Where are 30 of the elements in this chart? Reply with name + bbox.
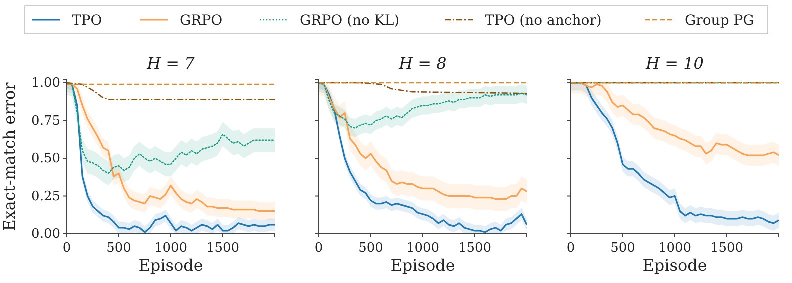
legend-label: GRPO (no KL): [300, 13, 400, 29]
x-tick-label: 1000: [658, 241, 692, 256]
x-tick-label: 500: [106, 241, 132, 256]
legend-label: TPO (no anchor): [485, 13, 602, 29]
y-tick-label: 1.00: [32, 76, 60, 92]
chart-title: H = 10: [645, 54, 704, 73]
x-tick-label: 1500: [458, 241, 492, 256]
chart-title: H = 8: [398, 54, 447, 73]
x-tick-label: 0: [62, 241, 72, 256]
legend-label: TPO: [72, 13, 102, 29]
x-tick-label: 0: [566, 241, 576, 256]
x-tick-label: 500: [610, 241, 636, 256]
x-axis-title: Episode: [390, 256, 456, 275]
x-tick-label: 1500: [206, 241, 240, 256]
y-tick-label: 0.25: [32, 189, 60, 204]
x-tick-label: 1000: [154, 241, 188, 256]
y-tick-label: 0.00: [32, 227, 60, 242]
x-tick-label: 500: [358, 241, 384, 256]
x-tick-label: 0: [314, 241, 324, 256]
y-axis-title: Exact-match error: [0, 82, 19, 232]
chart-title: H = 7: [146, 54, 196, 73]
x-tick-label: 1500: [710, 241, 744, 256]
y-tick-label: 0.50: [32, 152, 60, 167]
x-axis-title: Episode: [642, 256, 708, 275]
y-tick-label: 0.75: [32, 114, 60, 129]
legend-label: Group PG: [685, 13, 754, 29]
x-axis-title: Episode: [138, 256, 204, 275]
x-tick-label: 1000: [406, 241, 440, 256]
line-series: [67, 82, 275, 100]
legend-label: GRPO: [180, 13, 223, 29]
